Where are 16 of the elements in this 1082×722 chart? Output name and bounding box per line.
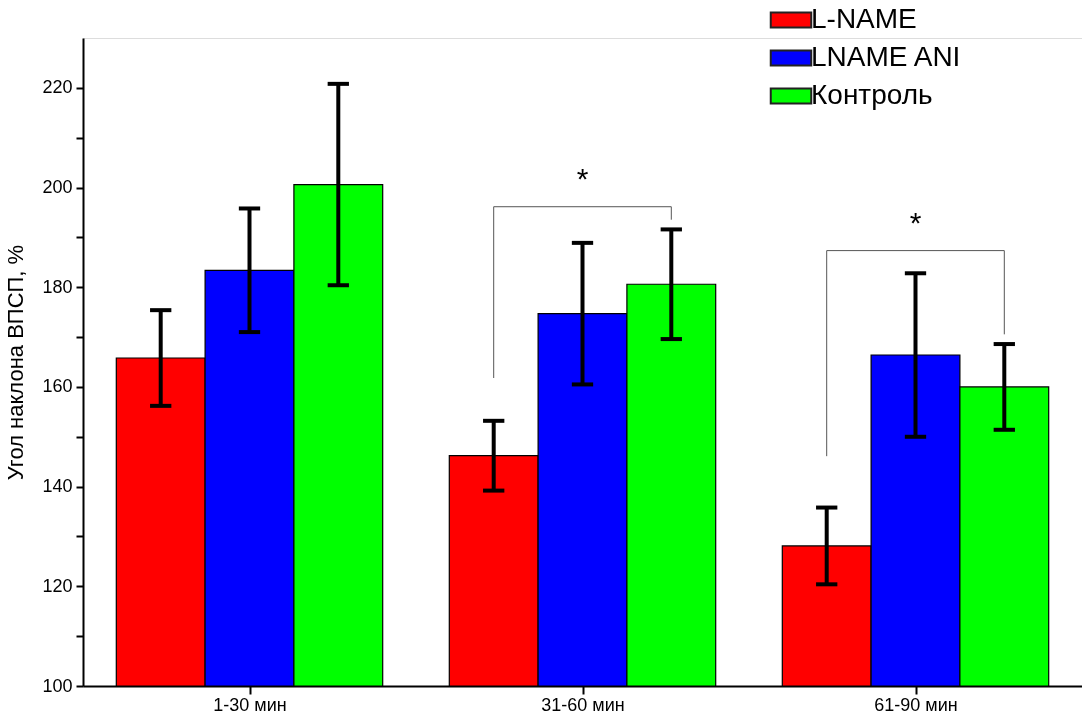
x-tick-label: 1-30 мин [213,694,287,715]
legend-label: Контроль [811,79,933,110]
y-tick-label: 220 [42,77,73,98]
annotation: * [576,161,589,195]
y-tick-label: 180 [42,276,73,297]
x-tick-label: 61-90 мин [874,694,958,715]
y-tick-label: 100 [42,675,73,696]
y-tick-label: 120 [42,575,73,596]
y-axis-title: Угол наклона ВПСП, % [3,244,29,481]
y-tick-label: 140 [42,476,73,497]
legend-label: L-NAME [811,3,917,34]
y-tick-label: 160 [42,376,73,397]
legend-label: LNAME ANI [811,41,961,72]
y-tick-label: 200 [42,177,73,198]
annotation: * [909,205,922,239]
x-tick-label: 31-60 мин [541,694,625,715]
